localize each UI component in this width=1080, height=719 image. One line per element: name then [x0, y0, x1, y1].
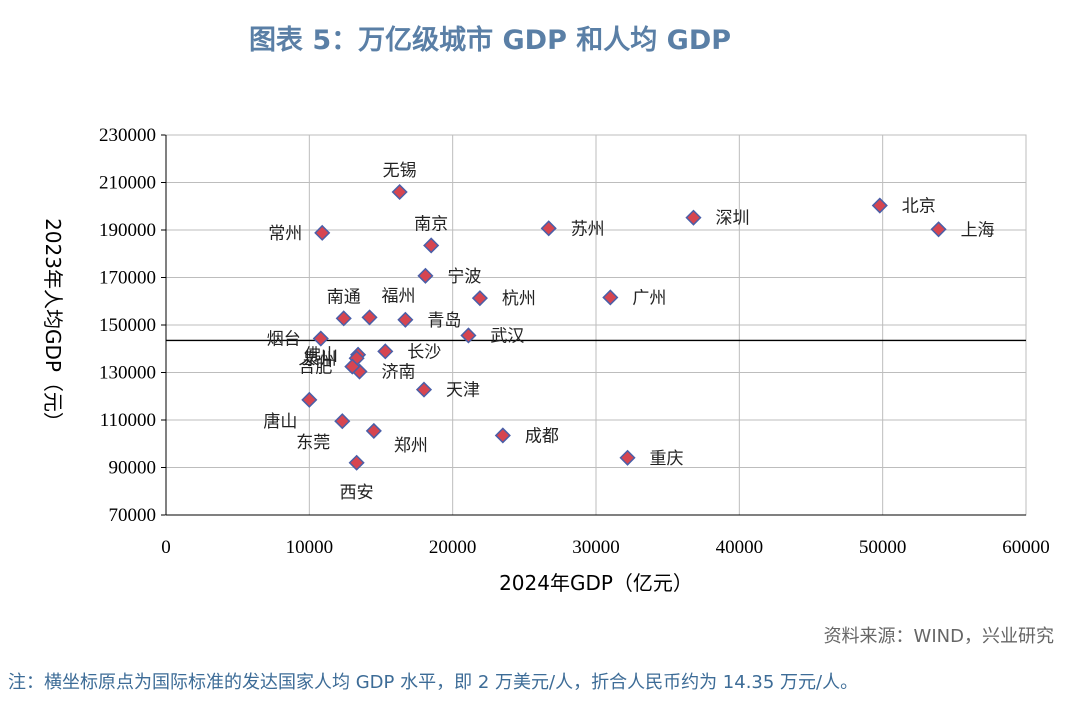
point-label-16: 郑州 — [394, 436, 428, 456]
y-tick-label: 110000 — [100, 410, 156, 431]
data-point-3 — [685, 209, 702, 226]
point-label-4: 重庆 — [650, 449, 684, 469]
point-label-1: 上海 — [961, 220, 995, 240]
tick-labels: 70000 90000 110000 130000 150000 170000 190000… — [99, 125, 1050, 558]
y-tick-label: 230000 — [99, 125, 156, 146]
x-tick-label: 50000 — [859, 537, 907, 558]
chart-title: 图表 5：万亿级城市 GDP 和人均 GDP — [248, 25, 732, 56]
data-point-17 — [361, 309, 378, 326]
data-point-6 — [540, 220, 557, 237]
point-label-27: 合肥 — [298, 358, 332, 378]
point-label-9: 武汉 — [490, 326, 524, 346]
x-tick-label: 30000 — [572, 537, 620, 558]
point-label-7: 成都 — [525, 426, 559, 446]
point-label-25: 烟台 — [267, 330, 301, 350]
data-point-25 — [312, 330, 329, 347]
x-tick-label: 60000 — [1002, 537, 1050, 558]
point-label-10: 南京 — [414, 214, 448, 234]
y-tick-label: 70000 — [109, 505, 157, 526]
y-tick-label: 190000 — [99, 220, 156, 241]
data-point-15 — [377, 343, 394, 360]
data-point-21 — [348, 454, 365, 471]
footnote: 注：横坐标原点为国际标准的发达国家人均 GDP 水平，即 2 万美元/人，折合人… — [8, 672, 859, 693]
y-axis-title: 2023年人均GDP（元） — [41, 218, 65, 432]
point-label-15: 长沙 — [407, 342, 441, 362]
point-label-14: 无锡 — [383, 161, 417, 181]
data-point-13 — [397, 311, 414, 328]
source-note: 资料来源：WIND，兴业研究 — [823, 626, 1054, 647]
y-tick-label: 150000 — [99, 315, 156, 336]
y-tick-label: 90000 — [109, 458, 157, 479]
point-label-19: 佛山 — [304, 346, 338, 366]
y-tick-label: 130000 — [99, 363, 156, 384]
data-point-5 — [602, 289, 619, 306]
point-label-23: 东莞 — [296, 433, 330, 453]
point-label-11: 宁波 — [447, 267, 481, 287]
grid-lines — [161, 134, 1027, 516]
point-label-21: 西安 — [340, 483, 374, 503]
point-label-3: 深圳 — [715, 209, 749, 229]
point-label-13: 青岛 — [427, 311, 461, 331]
point-label-26: 唐山 — [263, 411, 297, 432]
data-point-24 — [314, 224, 331, 241]
point-label-22: 南通 — [327, 287, 361, 307]
y-tick-label: 210000 — [99, 173, 156, 194]
point-label-2: 北京 — [902, 197, 936, 217]
data-points — [301, 183, 947, 471]
data-point-10 — [423, 237, 440, 254]
data-point-9 — [460, 327, 477, 344]
x-tick-label: 40000 — [716, 537, 764, 558]
point-label-20: 泉州 — [303, 349, 337, 369]
x-axis-title: 2024年GDP（亿元） — [499, 571, 693, 595]
point-label-17: 福州 — [382, 286, 416, 306]
point-label-5: 广州 — [632, 288, 666, 308]
data-point-7 — [494, 427, 511, 444]
data-point-16 — [365, 422, 382, 439]
point-label-8: 杭州 — [502, 289, 536, 309]
y-tick-label: 170000 — [99, 268, 156, 289]
scatter-chart: 70000 90000 110000 130000 150000 170000 190000… — [41, 125, 1050, 595]
data-point-2 — [871, 197, 888, 214]
x-tick-label: 20000 — [429, 537, 477, 558]
data-point-27 — [344, 358, 361, 375]
point-label-18: 济南 — [382, 363, 416, 383]
point-label-12: 天津 — [446, 381, 480, 401]
data-point-1 — [930, 221, 947, 238]
data-point-4 — [619, 449, 636, 466]
point-label-24: 常州 — [268, 224, 302, 244]
point-label-6: 苏州 — [571, 219, 605, 239]
data-point-12 — [415, 381, 433, 398]
data-point-14 — [391, 183, 408, 201]
data-point-22 — [335, 310, 352, 327]
data-point-11 — [417, 267, 434, 284]
x-tick-label: 10000 — [286, 537, 334, 558]
data-point-26 — [301, 391, 318, 408]
data-point-8 — [471, 290, 488, 307]
x-tick-label: 0 — [161, 537, 171, 558]
data-point-23 — [334, 413, 351, 430]
